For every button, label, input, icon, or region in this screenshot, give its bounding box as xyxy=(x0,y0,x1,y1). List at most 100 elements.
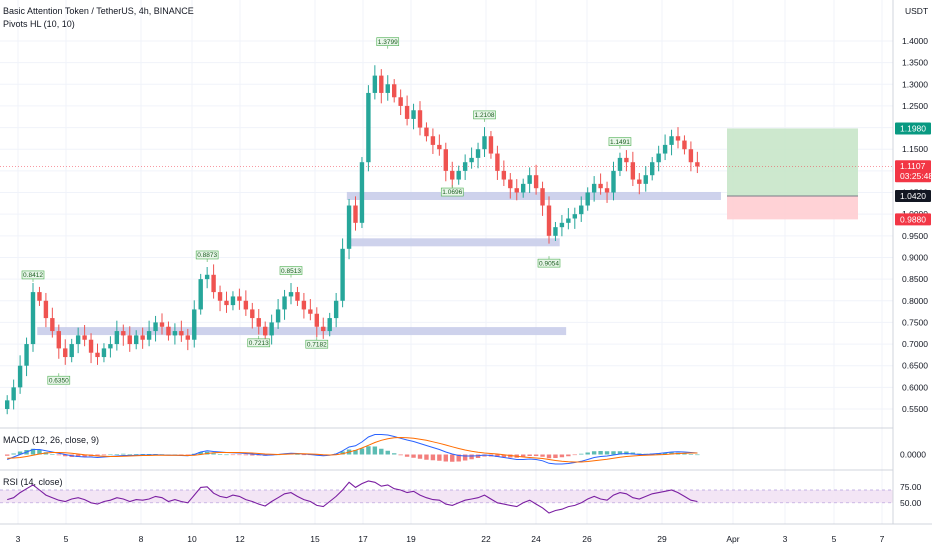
candle-body xyxy=(243,300,249,310)
candle-body xyxy=(82,335,87,340)
candle-body xyxy=(417,110,423,128)
x-tick-label: 29 xyxy=(657,534,667,544)
candle-body xyxy=(108,344,113,349)
x-tick-label: 3 xyxy=(16,534,21,544)
candle-body xyxy=(411,110,416,119)
candle-body xyxy=(572,214,577,219)
candle-body xyxy=(398,97,403,106)
macd-histogram-bar xyxy=(591,451,597,455)
candle-body xyxy=(695,162,700,167)
candle-body xyxy=(366,92,371,163)
pivot-label: 0.7182 xyxy=(307,341,327,348)
y-tick-label: 1.2500 xyxy=(902,101,928,111)
macd-line xyxy=(7,434,698,465)
candle-body xyxy=(237,296,242,301)
macd-histogram-bar xyxy=(553,454,558,458)
support-zone xyxy=(346,191,721,200)
macd-histogram-bar xyxy=(198,452,203,455)
candle-body xyxy=(50,318,55,332)
x-tick-label: 5 xyxy=(64,534,69,544)
target-tag-label: 1.1980 xyxy=(900,123,926,133)
candle-body xyxy=(533,175,539,189)
macd-histogram-bar xyxy=(527,454,532,456)
macd-histogram-bar xyxy=(50,454,55,455)
macd-histogram-bar xyxy=(108,454,113,456)
support-zone xyxy=(37,327,567,336)
candle-body xyxy=(101,348,107,358)
macd-histogram-bar xyxy=(604,451,610,455)
long-position-tool[interactable] xyxy=(0,128,893,220)
candle-body xyxy=(650,162,655,176)
candle-body xyxy=(88,339,94,353)
macd-legend: MACD (12, 26, close, 9) xyxy=(3,435,100,445)
candle-body xyxy=(230,296,236,306)
macd-histogram-bar xyxy=(450,454,455,462)
rsi-band xyxy=(0,490,893,503)
candle-body xyxy=(43,300,49,319)
macd-histogram-bar xyxy=(75,454,81,457)
candle-body xyxy=(224,300,229,306)
candle-body xyxy=(166,326,171,336)
macd-histogram-bar xyxy=(495,454,500,457)
macd-histogram-bar xyxy=(295,454,300,455)
y-tick-label: 1.3500 xyxy=(902,58,928,68)
macd-histogram-bar xyxy=(521,454,526,457)
macd-histogram-bar xyxy=(101,454,107,456)
macd-histogram-bar xyxy=(5,454,10,456)
last-price-tag-label: 1.1107 xyxy=(900,161,926,171)
candle-body xyxy=(121,331,126,336)
macd-histogram-bar xyxy=(243,454,249,456)
macd-histogram-bar xyxy=(501,454,507,458)
candle-body xyxy=(185,335,190,340)
macd-zero-label: 0.0000 xyxy=(900,450,926,460)
candle-body xyxy=(24,344,29,366)
stop-tag-label: 0.9880 xyxy=(900,214,926,224)
candle-body xyxy=(217,292,223,301)
candle-body xyxy=(69,344,74,358)
candle-body xyxy=(75,335,81,345)
candle-body xyxy=(63,348,68,358)
macd-histogram-bar xyxy=(179,454,184,456)
macd-histogram-bar xyxy=(134,454,139,455)
macd-histogram-bar xyxy=(230,454,236,456)
macd-histogram-bar xyxy=(398,454,403,456)
macd-histogram-bar xyxy=(424,454,429,460)
macd-histogram-bar xyxy=(127,454,132,455)
candle-body xyxy=(114,331,120,345)
pivot-label: 1.2108 xyxy=(475,112,495,119)
candle-body xyxy=(11,387,16,401)
macd-histogram-bar xyxy=(456,454,461,462)
macd-histogram-bar xyxy=(662,452,668,455)
candle-body xyxy=(624,157,629,163)
candle-body xyxy=(379,75,384,93)
macd-histogram-bar xyxy=(385,450,390,455)
x-tick-label: 17 xyxy=(358,534,368,544)
x-tick-label: 8 xyxy=(139,534,144,544)
last-price-tag xyxy=(895,160,931,183)
macd-histogram-bar xyxy=(217,454,223,455)
macd-histogram-bar xyxy=(359,448,365,455)
y-tick-label: 0.9500 xyxy=(902,231,928,241)
candle-body xyxy=(385,84,390,93)
entry-tag-label: 1.0420 xyxy=(900,191,926,201)
candle-body xyxy=(430,136,436,145)
candle-body xyxy=(682,140,687,150)
macd-histogram-bar xyxy=(121,453,126,455)
candle-body xyxy=(559,222,565,228)
macd-histogram-bar xyxy=(566,454,571,457)
candle-body xyxy=(443,149,448,171)
y-tick-label: 0.7000 xyxy=(902,339,928,349)
candle-body xyxy=(172,331,178,336)
macd-histogram-bar xyxy=(366,446,371,455)
candle-body xyxy=(546,205,552,236)
candle-body xyxy=(153,322,158,332)
macd-histogram-bar xyxy=(37,450,42,455)
macd-histogram-bar xyxy=(559,454,565,458)
macd-histogram-bar xyxy=(611,451,616,455)
support-zone xyxy=(346,238,560,247)
macd-histogram-bar xyxy=(56,454,61,456)
y-tick-label: 0.8500 xyxy=(902,274,928,284)
candle-body xyxy=(211,274,216,293)
macd-histogram-bar xyxy=(598,451,603,455)
